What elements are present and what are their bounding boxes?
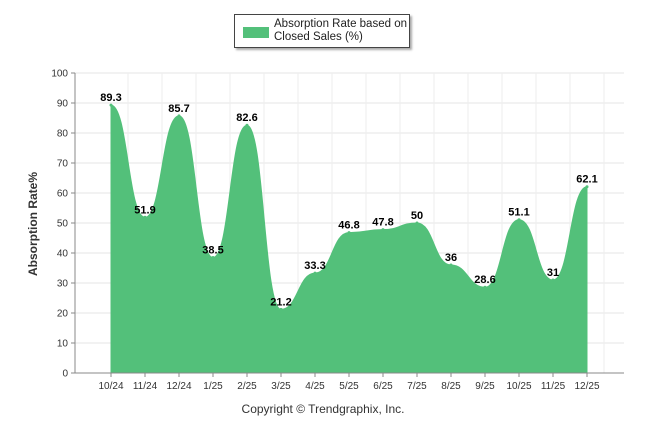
data-point	[415, 221, 419, 225]
data-point	[109, 103, 113, 107]
axes: 0 10 20 30 40 50 60 70 80 90 100 10/24 11/24 12/24 1/2…	[51, 69, 624, 392]
data-label: 62.1	[576, 174, 597, 186]
data-point	[449, 263, 453, 267]
data-point	[517, 218, 521, 222]
legend-swatch	[243, 27, 269, 38]
x-tick-label: 5/25	[339, 381, 359, 392]
y-tick-label: 40	[57, 249, 69, 260]
data-point	[313, 271, 317, 275]
y-tick-label: 90	[57, 99, 69, 110]
y-tick-label: 10	[57, 339, 69, 350]
x-tick-label: 7/25	[407, 381, 427, 392]
data-labels: 89.3 51.9 85.7 38.5 82.6 21.2 33.3 46.8 47.8 50 36…	[100, 92, 597, 308]
x-tick-label: 3/25	[271, 381, 291, 392]
x-tick-label: 11/24	[133, 381, 158, 392]
data-label: 85.7	[168, 103, 189, 115]
data-label: 89.3	[100, 92, 121, 104]
y-tick-label: 80	[57, 129, 69, 140]
series-area	[109, 103, 589, 374]
y-tick-label: 0	[62, 369, 68, 380]
x-tick-label: 10/24	[98, 381, 123, 392]
y-axis-title: Absorption Rate%	[26, 171, 40, 277]
data-label: 38.5	[202, 245, 223, 257]
data-point	[585, 185, 589, 189]
y-tick-label: 50	[57, 219, 69, 230]
data-point	[177, 114, 181, 118]
x-tick-label: 8/25	[441, 381, 461, 392]
data-point	[143, 215, 147, 219]
legend-label-line1: Absorption Rate based on	[274, 18, 407, 30]
area-fill	[110, 104, 588, 374]
legend-label: Absorption Rate based on Closed Sales (%…	[274, 18, 407, 44]
data-label: 21.2	[270, 296, 291, 308]
data-label: 31	[547, 267, 559, 279]
x-tick-label: 10/25	[506, 381, 531, 392]
data-label: 28.6	[474, 274, 495, 286]
y-tick-label: 100	[51, 69, 68, 80]
data-point	[245, 123, 249, 127]
data-point	[211, 256, 215, 259]
x-tick-label: 1/25	[203, 381, 223, 392]
x-tick-label: 2/25	[237, 381, 257, 392]
x-tick-label: 4/25	[305, 381, 325, 392]
data-point	[551, 278, 555, 282]
data-label: 51.1	[508, 207, 529, 219]
data-label: 36	[445, 252, 457, 264]
x-tick-label: 9/25	[475, 381, 495, 392]
data-label: 82.6	[236, 112, 257, 124]
data-label: 46.8	[338, 220, 359, 232]
data-point	[381, 228, 385, 232]
x-tick-label: 11/25	[541, 381, 566, 392]
data-point	[347, 231, 351, 235]
x-tick-label: 6/25	[373, 381, 393, 392]
data-label: 47.8	[372, 217, 393, 229]
y-tick-label: 60	[57, 189, 69, 200]
legend: Absorption Rate based on Closed Sales (%…	[234, 14, 410, 48]
data-point	[279, 307, 283, 311]
legend-label-line2: Closed Sales (%)	[274, 31, 363, 43]
data-label: 33.3	[304, 260, 325, 272]
y-tick-label: 70	[57, 159, 69, 170]
data-label: 51.9	[134, 204, 155, 216]
y-tick-label: 30	[57, 279, 69, 290]
data-point	[483, 285, 487, 289]
x-tick-label: 12/25	[574, 381, 599, 392]
y-tick-label: 20	[57, 309, 69, 320]
x-tick-label: 12/24	[166, 381, 191, 392]
data-label: 50	[411, 210, 423, 222]
copyright-text: Copyright © Trendgraphix, Inc.	[241, 402, 405, 416]
